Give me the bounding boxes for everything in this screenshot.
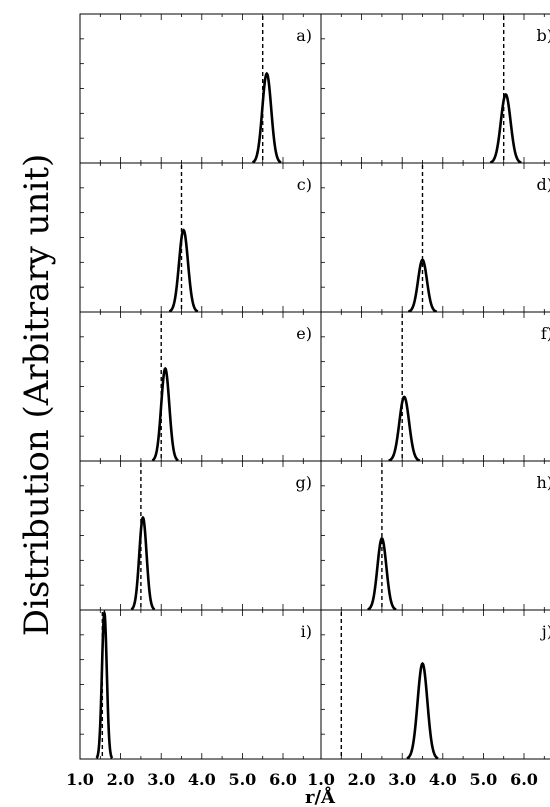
panel-label: a) — [296, 26, 312, 45]
panel-frame — [320, 162, 550, 313]
panel-d: d) — [320, 162, 550, 313]
panel-label: h) — [536, 473, 550, 492]
panel-label: g) — [296, 473, 312, 492]
x-tick-label: 3.0 — [388, 770, 416, 789]
panel-frame — [79, 162, 322, 313]
panel-label: f) — [541, 324, 550, 343]
panel-e: e) — [79, 311, 322, 462]
x-tick-label: 5.0 — [228, 770, 256, 789]
y-axis-label: Distribution (Arbitrary unit) — [17, 154, 57, 637]
distribution-curve — [168, 228, 199, 312]
panel-frame — [79, 311, 322, 462]
panel-label: e) — [296, 324, 312, 343]
panel-i: i) 1.0 2.0 3.0 4.0 5.0 6.0 — [66, 609, 322, 789]
panel-c: c) — [79, 162, 322, 313]
panel-frame — [79, 460, 322, 611]
panel-frame — [79, 13, 322, 164]
x-tick-label: 1.0 — [66, 770, 94, 789]
distribution-curve — [407, 258, 438, 312]
panel-frame — [320, 311, 550, 462]
distribution-curve — [388, 395, 421, 461]
panel-a: a) — [79, 13, 322, 164]
distribution-curve — [151, 366, 179, 461]
x-tick-label: 3.0 — [147, 770, 175, 789]
distribution-curve — [406, 661, 439, 759]
panel-frame — [79, 609, 322, 760]
panel-frame — [320, 609, 550, 760]
distribution-curve — [367, 536, 397, 610]
panel-b: b) — [320, 13, 550, 164]
x-axis-label: r/Å — [305, 785, 336, 807]
x-tick-label: 4.0 — [188, 770, 216, 789]
panel-label: j) — [540, 622, 550, 641]
distribution-curve — [251, 71, 282, 163]
distribution-curve — [489, 92, 522, 163]
x-tick-label: 5.0 — [469, 770, 497, 789]
panel-g: g) — [79, 460, 322, 611]
x-tick-label: 1.0 — [307, 770, 335, 789]
panel-label: d) — [537, 175, 550, 194]
panel-label: b) — [537, 26, 550, 45]
panel-f: f) — [320, 311, 550, 462]
panel-frame — [320, 13, 550, 164]
x-tick-label: 2.0 — [107, 770, 135, 789]
x-tick-label: 6.0 — [510, 770, 538, 789]
x-tick-label: 2.0 — [348, 770, 376, 789]
panel-label: i) — [301, 622, 312, 641]
distribution-curve — [130, 515, 156, 610]
x-tick-label: 6.0 — [269, 770, 297, 789]
panel-grid: a) b) c) d) e) f) g) h) i) 1.0 2.0 3.0 4.0 5.0 6.0 j) 1.… — [66, 13, 550, 789]
panel-j: j) 1.0 2.0 3.0 4.0 5.0 6.0 — [307, 609, 550, 789]
distribution-curve — [95, 610, 114, 759]
x-tick-label: 4.0 — [429, 770, 457, 789]
panel-frame — [320, 460, 550, 611]
panel-label: c) — [297, 175, 312, 194]
panel-h: h) — [320, 460, 550, 611]
